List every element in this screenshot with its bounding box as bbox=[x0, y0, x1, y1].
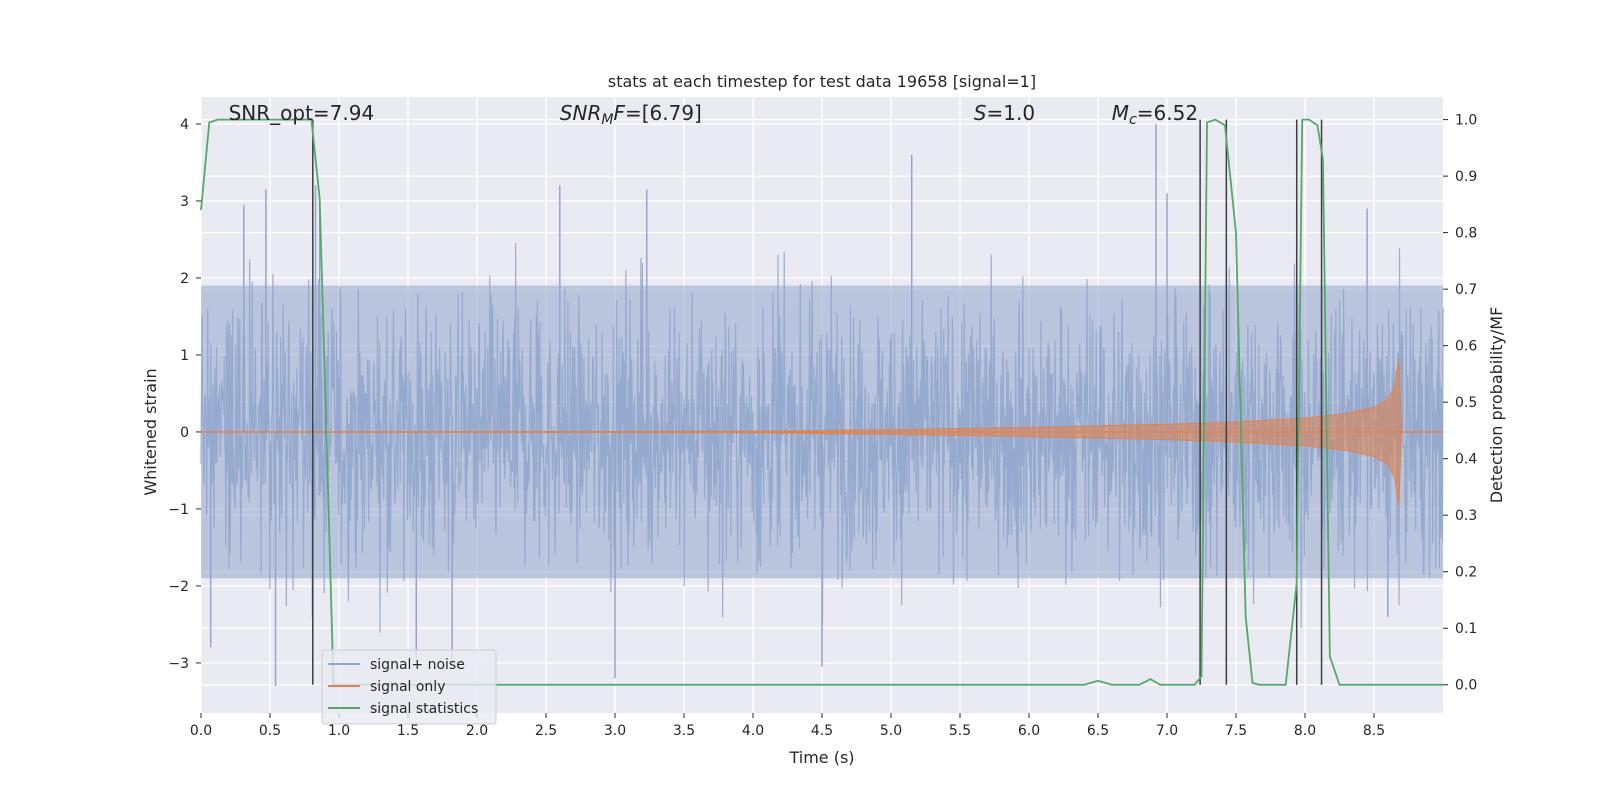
x-tick-label-1: 0.5 bbox=[259, 723, 281, 739]
y-right-tick-label-2: 0.2 bbox=[1455, 565, 1477, 581]
x-tick-label-15: 7.5 bbox=[1225, 723, 1247, 739]
y-right-tick-label-1: 0.1 bbox=[1455, 621, 1477, 637]
y-right-tick-label-10: 1.0 bbox=[1455, 113, 1477, 129]
x-tick-label-2: 1.0 bbox=[328, 723, 350, 739]
x-tick-label-7: 3.5 bbox=[673, 723, 695, 739]
y-tick-label-1: −2 bbox=[168, 579, 189, 595]
y-right-tick-label-8: 0.8 bbox=[1455, 226, 1477, 242]
y-right-tick-label-3: 0.3 bbox=[1455, 508, 1477, 524]
y-tick-label-6: 3 bbox=[180, 194, 189, 210]
x-tick-label-8: 4.0 bbox=[742, 723, 764, 739]
y-tick-label-5: 2 bbox=[180, 271, 189, 287]
legend-label-signal-statistics: signal statistics bbox=[370, 701, 478, 717]
x-tick-label-6: 3.0 bbox=[604, 723, 626, 739]
y-tick-label-4: 1 bbox=[180, 348, 189, 364]
annotation-2: S=1.0 bbox=[974, 101, 1035, 125]
y-axis-label: Whitened strain bbox=[141, 368, 160, 495]
chart-title: stats at each timestep for test data 196… bbox=[608, 72, 1036, 91]
x-tick-label-10: 5.0 bbox=[880, 723, 902, 739]
x-tick-label-9: 4.5 bbox=[811, 723, 833, 739]
annotation-3: Mc=6.52 bbox=[1112, 101, 1198, 128]
x-tick-label-17: 8.5 bbox=[1363, 723, 1385, 739]
y-right-tick-label-6: 0.6 bbox=[1455, 339, 1477, 355]
y-right-tick-label-7: 0.7 bbox=[1455, 282, 1477, 298]
x-tick-label-11: 5.5 bbox=[949, 723, 971, 739]
y-right-tick-label-4: 0.4 bbox=[1455, 452, 1477, 468]
legend-label-signal-noise: signal+ noise bbox=[370, 657, 465, 673]
signal-statistics-line bbox=[200, 118, 1443, 686]
legend-label-signal-only: signal only bbox=[370, 679, 445, 695]
annotation-0: SNR_opt=7.94 bbox=[229, 101, 375, 125]
series-signal-only bbox=[200, 358, 1443, 506]
x-axis-label: Time (s) bbox=[788, 748, 854, 767]
legend: signal+ noise signal only signal statist… bbox=[321, 649, 497, 725]
legend-box bbox=[321, 649, 497, 725]
x-tick-label-0: 0.0 bbox=[190, 723, 212, 739]
series-signal-statistics bbox=[200, 118, 1443, 686]
x-tick-label-12: 6.0 bbox=[1018, 723, 1040, 739]
annotation-1: SNRMF=[6.79] bbox=[560, 101, 702, 128]
y-tick-label-2: −1 bbox=[168, 502, 189, 518]
x-tick-label-3: 1.5 bbox=[397, 723, 419, 739]
y-right-tick-label-0: 0.0 bbox=[1455, 678, 1477, 694]
axis-ticks: 0.0 0.5 1.0 1.5 2.0 2.5 3.0 3.5 4.0 4.5 5.0 5.5 6.0 6… bbox=[168, 113, 1477, 739]
x-tick-label-4: 2.0 bbox=[466, 723, 488, 739]
annotations: SNR_opt=7.94 SNRMF=[6.79] S=1.0 Mc=6.52 bbox=[229, 101, 1198, 128]
x-tick-label-14: 7.0 bbox=[1156, 723, 1178, 739]
x-tick-label-13: 6.5 bbox=[1087, 723, 1109, 739]
y-tick-label-3: 0 bbox=[180, 425, 189, 441]
x-tick-label-16: 8.0 bbox=[1294, 723, 1316, 739]
x-tick-label-5: 2.5 bbox=[535, 723, 557, 739]
y-right-axis-label: Detection probability/MF bbox=[1487, 307, 1506, 504]
y-right-tick-label-5: 0.5 bbox=[1455, 395, 1477, 411]
y-right-tick-label-9: 0.9 bbox=[1455, 169, 1477, 185]
y-tick-label-0: −3 bbox=[168, 656, 189, 672]
y-tick-label-7: 4 bbox=[180, 117, 189, 133]
